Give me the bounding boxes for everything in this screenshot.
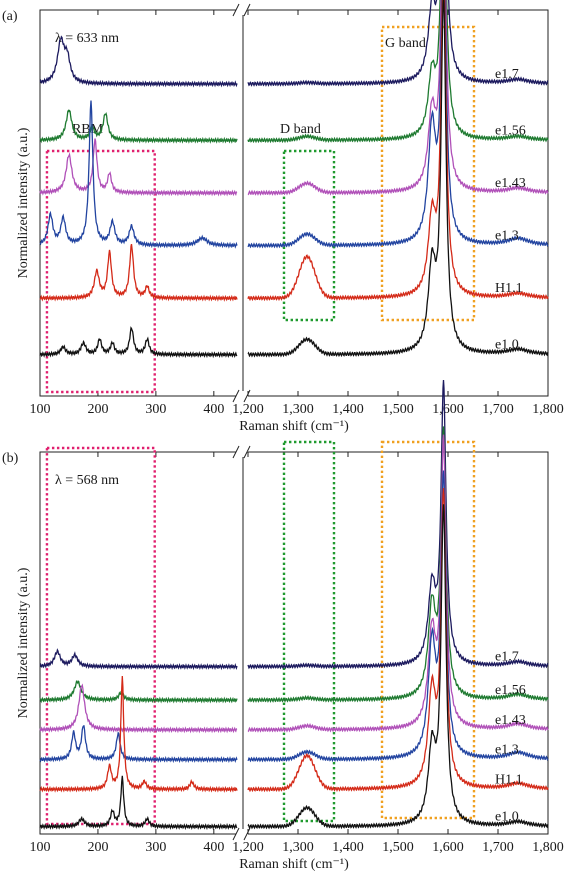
region-label-d-band: D band	[280, 122, 321, 137]
axis-break-mark	[243, 445, 251, 459]
series-label-e1.56: e1.56	[495, 123, 526, 138]
x-tick-label: 1,500	[382, 402, 414, 417]
axis-break-mark	[232, 389, 240, 403]
x-tick-label: 1,500	[382, 840, 414, 855]
spectrum-e1.0-d-g	[247, 504, 549, 830]
plot-frame	[39, 9, 549, 397]
excitation-wavelength-label: λ = 568 nm	[55, 473, 119, 488]
spectrum-H1.1-rbm	[39, 243, 238, 302]
spectrum-H1.1-rbm	[39, 675, 238, 793]
axis-break-gap	[236, 447, 248, 457]
axis-break-mark	[232, 445, 240, 459]
region-box-rbm	[45, 446, 156, 826]
axis-break-gap	[236, 829, 248, 839]
x-tick-label: 300	[145, 840, 166, 855]
region-box-g-band	[380, 25, 476, 322]
axis-break-gap	[236, 5, 248, 15]
x-tick-label: 100	[30, 402, 51, 417]
axis-break-mark	[243, 3, 251, 17]
x-tick-label: 400	[203, 402, 224, 417]
spectrum-e1.0-rbm	[39, 775, 238, 831]
x-tick-label: 1,800	[532, 402, 564, 417]
spectrum-e1.3-rbm	[39, 725, 238, 764]
x-tick-label: 1,400	[332, 840, 364, 855]
spectrum-e1.7-d-g	[247, 379, 549, 670]
x-tick-label: 400	[203, 840, 224, 855]
panel-tag: (a)	[2, 9, 18, 24]
series-label-e1.7: e1.7	[495, 67, 519, 82]
x-axis-title: Raman shift (cm⁻¹)	[239, 419, 349, 434]
axis-break-mark	[243, 827, 251, 841]
region-box-rbm	[45, 149, 156, 394]
spectrum-e1.7-d-g	[247, 0, 549, 87]
series-label-e1.3: e1.3	[495, 743, 519, 758]
series-label-e1.0: e1.0	[495, 338, 519, 353]
region-box-d-band	[282, 149, 336, 322]
x-tick-label: 1,600	[432, 402, 464, 417]
panel-tag: (b)	[2, 451, 19, 466]
spectrum-e1.3-rbm	[39, 100, 238, 249]
x-tick-label: 1,400	[332, 402, 364, 417]
series-label-H1.1: H1.1	[495, 772, 523, 787]
spectrum-e1.56-d-g	[247, 426, 549, 703]
spectrum-H1.1-d-g	[247, 488, 549, 793]
x-tick-label: 1,600	[432, 840, 464, 855]
series-label-H1.1: H1.1	[495, 281, 523, 296]
x-tick-label: 1,200	[232, 840, 264, 855]
spectrum-e1.56-d-g	[247, 0, 549, 144]
x-tick-label: 200	[87, 840, 108, 855]
region-box-g-band	[380, 440, 476, 820]
x-tick-label: 1,200	[232, 402, 264, 417]
spectrum-H1.1-d-g	[247, 0, 549, 302]
spectrum-e1.7-rbm	[39, 648, 238, 671]
x-axis-title: Raman shift (cm⁻¹)	[239, 857, 349, 872]
spectrum-e1.43-d-g	[247, 434, 549, 733]
x-tick-label: 1,700	[482, 840, 514, 855]
series-label-e1.56: e1.56	[495, 683, 526, 698]
x-tick-label: 200	[87, 402, 108, 417]
x-tick-label: 1,300	[282, 402, 314, 417]
series-label-e1.0: e1.0	[495, 810, 519, 825]
axis-break-mark	[232, 3, 240, 17]
series-label-e1.43: e1.43	[495, 176, 526, 191]
series-label-e1.43: e1.43	[495, 713, 526, 728]
excitation-wavelength-label: λ = 633 nm	[55, 31, 119, 46]
spectrum-e1.56-rbm	[39, 679, 238, 704]
panel-b: 100 200 300 400 1,200 1,300 1,400 1,500 1,600 1,7…	[2, 379, 564, 872]
plot-frame	[39, 451, 549, 835]
y-axis-title: Normalized intensity (a.u.)	[16, 127, 31, 278]
axis-break-mark	[243, 389, 251, 403]
spectrum-e1.3-d-g	[247, 0, 549, 249]
x-tick-label: 1,700	[482, 402, 514, 417]
spectrum-e1.43-rbm	[39, 138, 238, 197]
region-box-d-band	[282, 440, 336, 823]
spectrum-e1.0-d-g	[247, 0, 549, 358]
series-label-e1.7: e1.7	[495, 650, 519, 665]
spectrum-e1.0-rbm	[39, 326, 238, 359]
spectrum-e1.43-rbm	[39, 683, 238, 734]
x-tick-label: 1,800	[532, 840, 564, 855]
x-tick-label: 1,300	[282, 840, 314, 855]
spectrum-e1.7-rbm	[39, 35, 238, 88]
y-axis-title: Normalized intensity (a.u.)	[16, 567, 31, 718]
x-tick-label: 100	[30, 840, 51, 855]
axis-break-gap	[236, 391, 248, 401]
axis-break-mark	[232, 827, 240, 841]
spectrum-e1.43-d-g	[247, 0, 549, 196]
x-tick-label: 300	[145, 402, 166, 417]
region-label-g-band: G band	[385, 36, 426, 51]
series-label-e1.3: e1.3	[495, 229, 519, 244]
panel-a: 100 200 300 400 1,200 1,300 1,400 1,500 1,600 1,7…	[2, 0, 564, 434]
spectrum-e1.56-rbm	[39, 109, 238, 144]
spectrum-e1.3-d-g	[247, 470, 549, 763]
